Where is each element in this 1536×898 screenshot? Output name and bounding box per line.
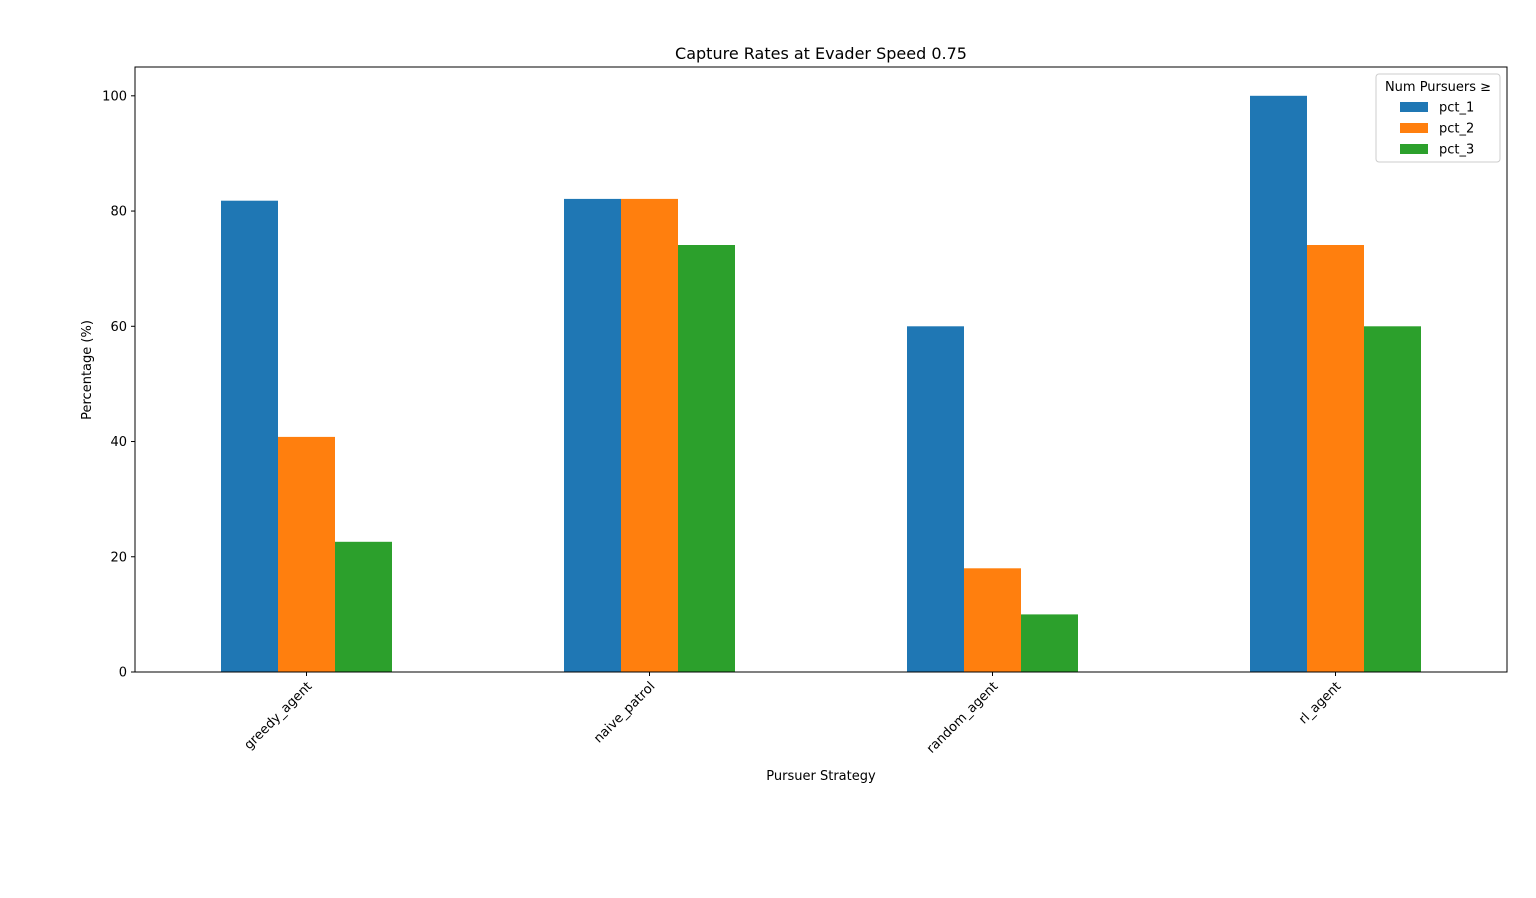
y-tick-label: 80 [110, 205, 127, 220]
bar-pct_3-rl_agent [1364, 326, 1421, 672]
y-tick-label: 0 [119, 666, 127, 681]
legend-box [1375, 73, 1501, 163]
x-tick-label: naive_patrol [591, 679, 658, 746]
bar-pct_1-random_agent [907, 326, 964, 672]
x-tick-label: greedy_agent [242, 679, 316, 753]
bar-pct_1-greedy_agent [221, 200, 278, 672]
legend: Num Pursuers ≥ pct_1 pct_2 pct_3 [1375, 73, 1501, 163]
y-tick-label: 60 [110, 320, 127, 335]
x-axis-title: Pursuer Strategy [766, 769, 876, 784]
bar-pct_1-naive_patrol [564, 198, 621, 672]
legend-label-pct_3: pct_3 [1439, 143, 1474, 158]
legend-swatch-pct_1 [1400, 102, 1428, 112]
y-axis-title: Percentage (%) [80, 320, 95, 420]
x-axis: greedy_agent naive_patrol random_agent rl_a… [242, 672, 1344, 757]
legend-title: Num Pursuers ≥ [1385, 80, 1491, 95]
bar-pct_2-greedy_agent [278, 436, 335, 672]
bar-pct_1-rl_agent [1250, 95, 1307, 673]
bar-pct_2-rl_agent [1307, 245, 1364, 672]
bar-pct_3-naive_patrol [678, 245, 735, 672]
bar-pct_2-naive_patrol [621, 198, 678, 672]
legend-swatch-pct_2 [1400, 123, 1428, 133]
plot-frame [134, 66, 1508, 673]
y-tick-label: 40 [110, 435, 127, 450]
legend-label-pct_1: pct_1 [1439, 101, 1474, 116]
y-tick-label: 20 [110, 550, 127, 565]
bar-pct_2-random_agent [964, 568, 1021, 672]
bar-pct_3-random_agent [1021, 614, 1078, 672]
legend-swatch-pct_3 [1400, 144, 1428, 154]
bar-pct_3-greedy_agent [335, 541, 392, 672]
legend-label-pct_2: pct_2 [1439, 122, 1474, 137]
x-tick-label: random_agent [924, 679, 1001, 756]
x-tick-label: rl_agent [1296, 679, 1344, 727]
y-axis: 0 20 40 60 80 100 [102, 89, 135, 681]
chart-title: Capture Rates at Evader Speed 0.75 [675, 44, 967, 63]
bars-layer [221, 95, 1421, 673]
y-tick-label: 100 [102, 89, 127, 104]
